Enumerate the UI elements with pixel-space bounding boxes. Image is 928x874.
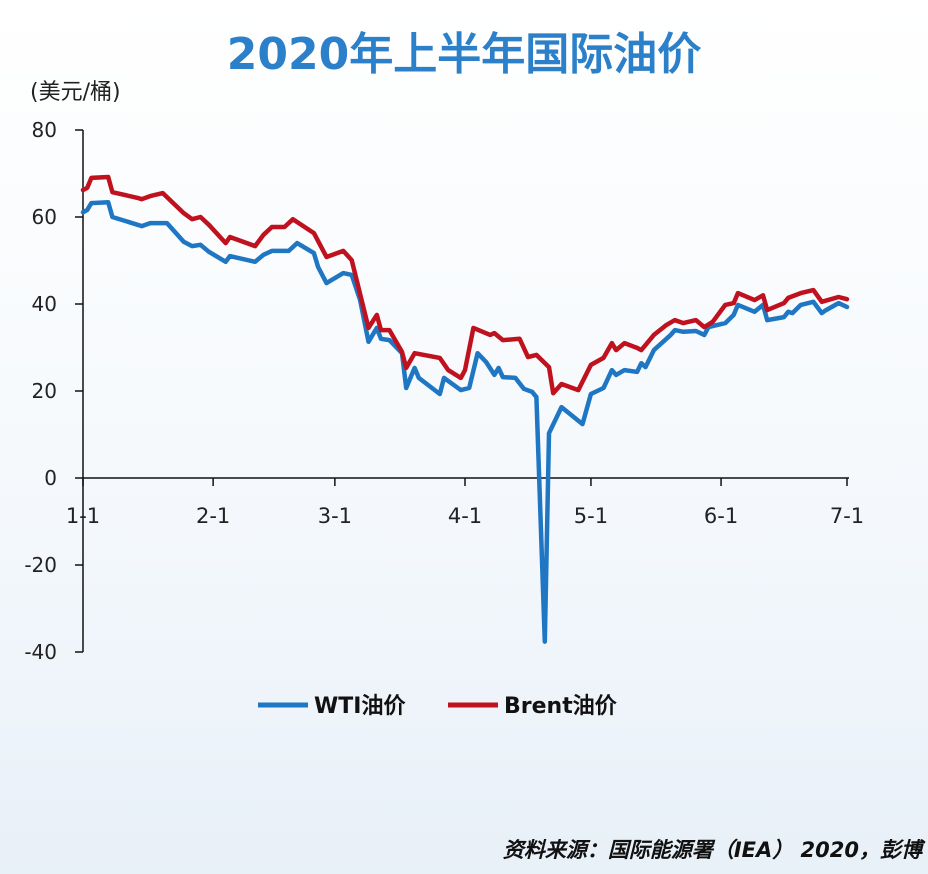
y-tick-label: -20	[24, 553, 57, 577]
chart-title: 2020年上半年国际油价	[226, 29, 702, 80]
x-tick-label: 5-1	[574, 504, 608, 528]
y-tick-label: 0	[44, 466, 57, 490]
y-tick-label: 20	[32, 379, 57, 403]
y-tick-label: 40	[32, 292, 57, 316]
x-tick-label: 7-1	[830, 504, 864, 528]
y-axis-unit-label: (美元/桶)	[30, 80, 121, 105]
x-tick-label: 2-1	[196, 504, 230, 528]
legend-label: Brent油价	[504, 694, 618, 719]
x-tick-label: 6-1	[704, 504, 738, 528]
series-line-wti	[80, 199, 850, 644]
legend-label: WTI油价	[314, 694, 406, 719]
x-tick-label: 4-1	[448, 504, 482, 528]
x-tick-label: 3-1	[318, 504, 352, 528]
source-note: 资料来源：国际能源署（IEA） 2020，彭博	[502, 838, 922, 862]
y-tick-label: 80	[32, 118, 57, 142]
y-tick-label: 60	[32, 205, 57, 229]
y-tick-label: -40	[24, 640, 57, 664]
x-tick-label: 1-1	[66, 504, 100, 528]
series-line-brent	[80, 174, 850, 396]
